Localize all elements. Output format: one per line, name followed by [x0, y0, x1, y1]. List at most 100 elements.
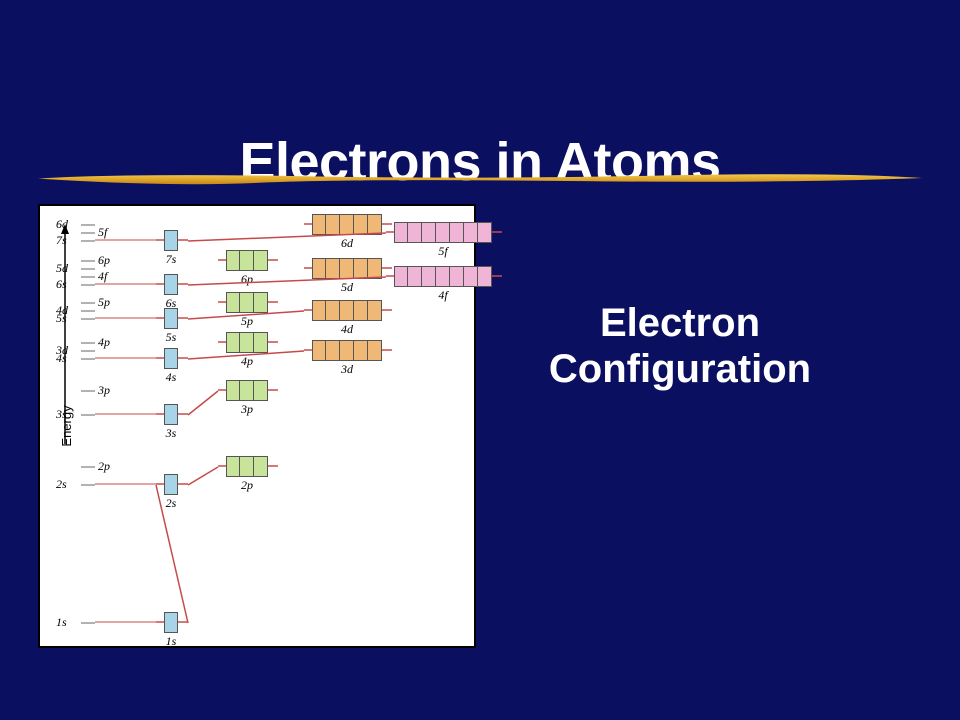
connector-stub: [382, 309, 392, 311]
axis-tick: [81, 342, 95, 344]
axis-level-label: 6p: [98, 253, 110, 268]
connector-stub: [268, 341, 278, 343]
title-underline: [38, 172, 922, 188]
orbital-cell: [464, 266, 478, 287]
axis-level-label: 7s: [56, 233, 67, 248]
orbital-label-4s: 4s: [166, 370, 177, 385]
orbital-connector: [188, 350, 306, 360]
orbital-cell: [164, 274, 178, 295]
orbital-boxes-3p: [226, 380, 268, 401]
connector-stub: [156, 413, 164, 415]
connector-stub: [178, 239, 188, 241]
axis-tick: [81, 260, 95, 262]
orbital-connector: [188, 232, 388, 242]
subtitle-line2: Configuration: [480, 346, 880, 392]
axis-to-orbital-connector: [95, 413, 156, 415]
orbital-cell: [254, 250, 268, 271]
orbital-cell: [226, 380, 240, 401]
orbital-cell: [164, 308, 178, 329]
axis-to-orbital-connector: [95, 483, 156, 485]
connector-stub: [382, 349, 392, 351]
orbital-cell: [450, 222, 464, 243]
orbital-connector: [156, 484, 190, 624]
connector-stub: [178, 413, 188, 415]
orbital-cell: [464, 222, 478, 243]
orbital-boxes-4d: [312, 300, 382, 321]
slide-subtitle: Electron Configuration: [480, 300, 880, 392]
axis-level-label: 6d: [56, 217, 68, 232]
axis-level-label: 5d: [56, 261, 68, 276]
connector-stub: [178, 357, 188, 359]
orbital-label-2p: 2p: [241, 478, 253, 493]
connector-stub: [304, 223, 312, 225]
orbital-label-4f: 4f: [438, 288, 447, 303]
connector-stub: [156, 239, 164, 241]
orbital-cell: [354, 340, 368, 361]
connector-stub: [178, 317, 188, 319]
orbital-boxes-2p: [226, 456, 268, 477]
connector-stub: [382, 223, 392, 225]
orbital-label-3s: 3s: [166, 426, 177, 441]
axis-level-label: 4p: [98, 335, 110, 350]
orbital-cell: [164, 348, 178, 369]
orbital-cell: [408, 222, 422, 243]
energy-diagram: Energy 6d5f7s6p5d4f6s5p4d5s4p3d4s3p3s2p2…: [38, 204, 476, 648]
orbital-label-7s: 7s: [166, 252, 177, 267]
orbital-cell: [478, 222, 492, 243]
orbital-cell: [226, 456, 240, 477]
axis-tick: [81, 232, 95, 234]
subtitle-line1: Electron: [480, 300, 880, 346]
orbital-cell: [312, 340, 326, 361]
orbital-label-5f: 5f: [438, 244, 447, 259]
axis-level-label: 5s: [56, 311, 67, 326]
orbital-cell: [450, 266, 464, 287]
axis-to-orbital-connector: [95, 239, 156, 241]
orbital-boxes-4f: [394, 266, 492, 287]
axis-tick: [81, 414, 95, 416]
axis-level-label: 5f: [98, 225, 107, 240]
connector-stub: [218, 259, 226, 261]
connector-stub: [218, 341, 226, 343]
orbital-cell: [340, 340, 354, 361]
orbital-cell: [478, 266, 492, 287]
orbital-cell: [254, 456, 268, 477]
orbital-cell: [436, 222, 450, 243]
axis-level-label: 3s: [56, 407, 67, 422]
orbital-boxes-6s: [164, 274, 178, 295]
orbital-cell: [408, 266, 422, 287]
axis-tick: [81, 310, 95, 312]
axis-level-label: 2s: [56, 477, 67, 492]
orbital-label-3d: 3d: [341, 362, 353, 377]
connector-stub: [156, 357, 164, 359]
orbital-cell: [422, 222, 436, 243]
orbital-cell: [368, 300, 382, 321]
connector-stub: [268, 259, 278, 261]
orbital-connector: [188, 466, 220, 486]
axis-tick: [81, 622, 95, 624]
orbital-cell: [326, 340, 340, 361]
orbital-connector: [188, 276, 388, 286]
orbital-cell: [422, 266, 436, 287]
orbital-boxes-5s: [164, 308, 178, 329]
orbital-cell: [240, 380, 254, 401]
connector-stub: [268, 389, 278, 391]
connector-stub: [218, 301, 226, 303]
axis-to-orbital-connector: [95, 283, 156, 285]
connector-stub: [156, 317, 164, 319]
axis-level-label: 6s: [56, 277, 67, 292]
connector-stub: [382, 267, 392, 269]
axis-tick: [81, 276, 95, 278]
axis-tick: [81, 268, 95, 270]
orbital-label-1s: 1s: [166, 634, 177, 649]
orbital-cell: [368, 340, 382, 361]
orbital-cell: [394, 266, 408, 287]
connector-stub: [268, 301, 278, 303]
orbital-boxes-3d: [312, 340, 382, 361]
axis-level-label: 2p: [98, 459, 110, 474]
axis-to-orbital-connector: [95, 621, 156, 623]
orbital-cell: [226, 250, 240, 271]
orbital-boxes-3s: [164, 404, 178, 425]
orbital-cell: [326, 300, 340, 321]
orbital-boxes-4s: [164, 348, 178, 369]
orbital-label-3p: 3p: [241, 402, 253, 417]
